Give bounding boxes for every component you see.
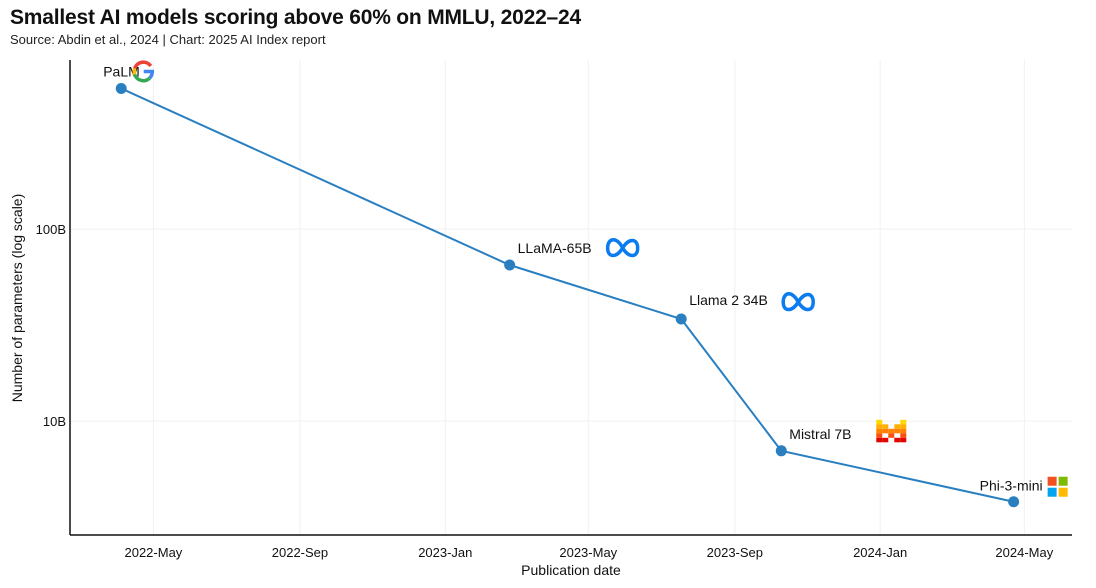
x-tick-label: 2022-May (124, 545, 182, 560)
chart-subtitle: Source: Abdin et al., 2024 | Chart: 2025… (10, 32, 326, 47)
meta-logo-icon (781, 292, 815, 312)
x-axis-label: Publication date (521, 562, 621, 578)
x-tick-label: 2024-Jan (853, 545, 907, 560)
x-tick-label: 2024-May (995, 545, 1053, 560)
point-label: LLaMA-65B (518, 240, 592, 256)
point-label: Llama 2 34B (689, 292, 768, 308)
mistral-logo-icon (876, 419, 907, 443)
x-tick-label: 2022-Sep (272, 545, 328, 560)
google-logo-icon (132, 60, 154, 83)
point-label: Phi-3-mini (980, 478, 1043, 494)
data-point (1008, 496, 1020, 508)
chart-title: Smallest AI models scoring above 60% on … (10, 6, 581, 29)
point-label: Mistral 7B (789, 426, 851, 442)
point-label: PaLM (103, 63, 140, 79)
data-point (115, 82, 127, 94)
microsoft-logo-icon (1047, 476, 1068, 497)
y-axis-label: Number of parameters (log scale) (9, 194, 25, 403)
x-tick-label: 2023-Jan (418, 545, 472, 560)
y-tick-label: 10B (43, 414, 66, 429)
data-point (775, 445, 787, 457)
y-tick-label: 100B (36, 222, 66, 237)
data-point (504, 259, 516, 271)
x-tick-label: 2023-Sep (707, 545, 763, 560)
data-point (675, 313, 687, 325)
x-tick-label: 2023-May (559, 545, 617, 560)
meta-logo-icon (605, 238, 640, 258)
